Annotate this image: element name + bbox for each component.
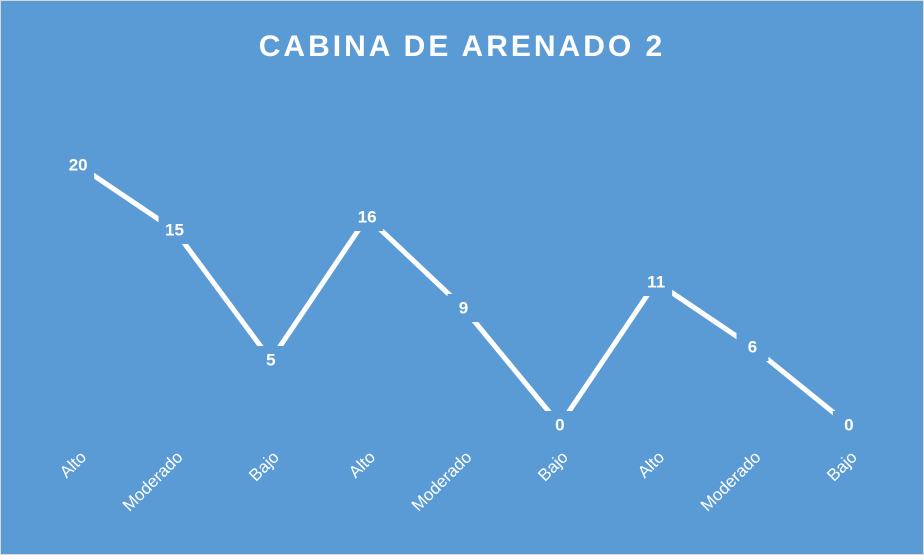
- data-label: 15: [165, 220, 184, 239]
- data-label-background: [640, 268, 673, 296]
- data-label: 0: [844, 415, 853, 434]
- data-label-background: [447, 294, 480, 322]
- data-label-background: [158, 216, 191, 244]
- data-label: 11: [647, 272, 665, 291]
- data-label-background: [62, 151, 95, 179]
- data-label-background: [832, 411, 865, 439]
- chart-title: CABINA DE ARENADO 2: [259, 30, 665, 63]
- data-label-background: [254, 346, 287, 374]
- data-label: 0: [555, 415, 564, 434]
- data-label: 6: [748, 337, 757, 356]
- data-label: 20: [69, 155, 88, 174]
- data-label: 9: [459, 298, 468, 317]
- data-label: 5: [266, 350, 275, 369]
- data-label-background: [736, 333, 769, 361]
- data-label-background: [351, 203, 384, 231]
- data-label: 16: [358, 207, 377, 226]
- data-label-background: [543, 411, 576, 439]
